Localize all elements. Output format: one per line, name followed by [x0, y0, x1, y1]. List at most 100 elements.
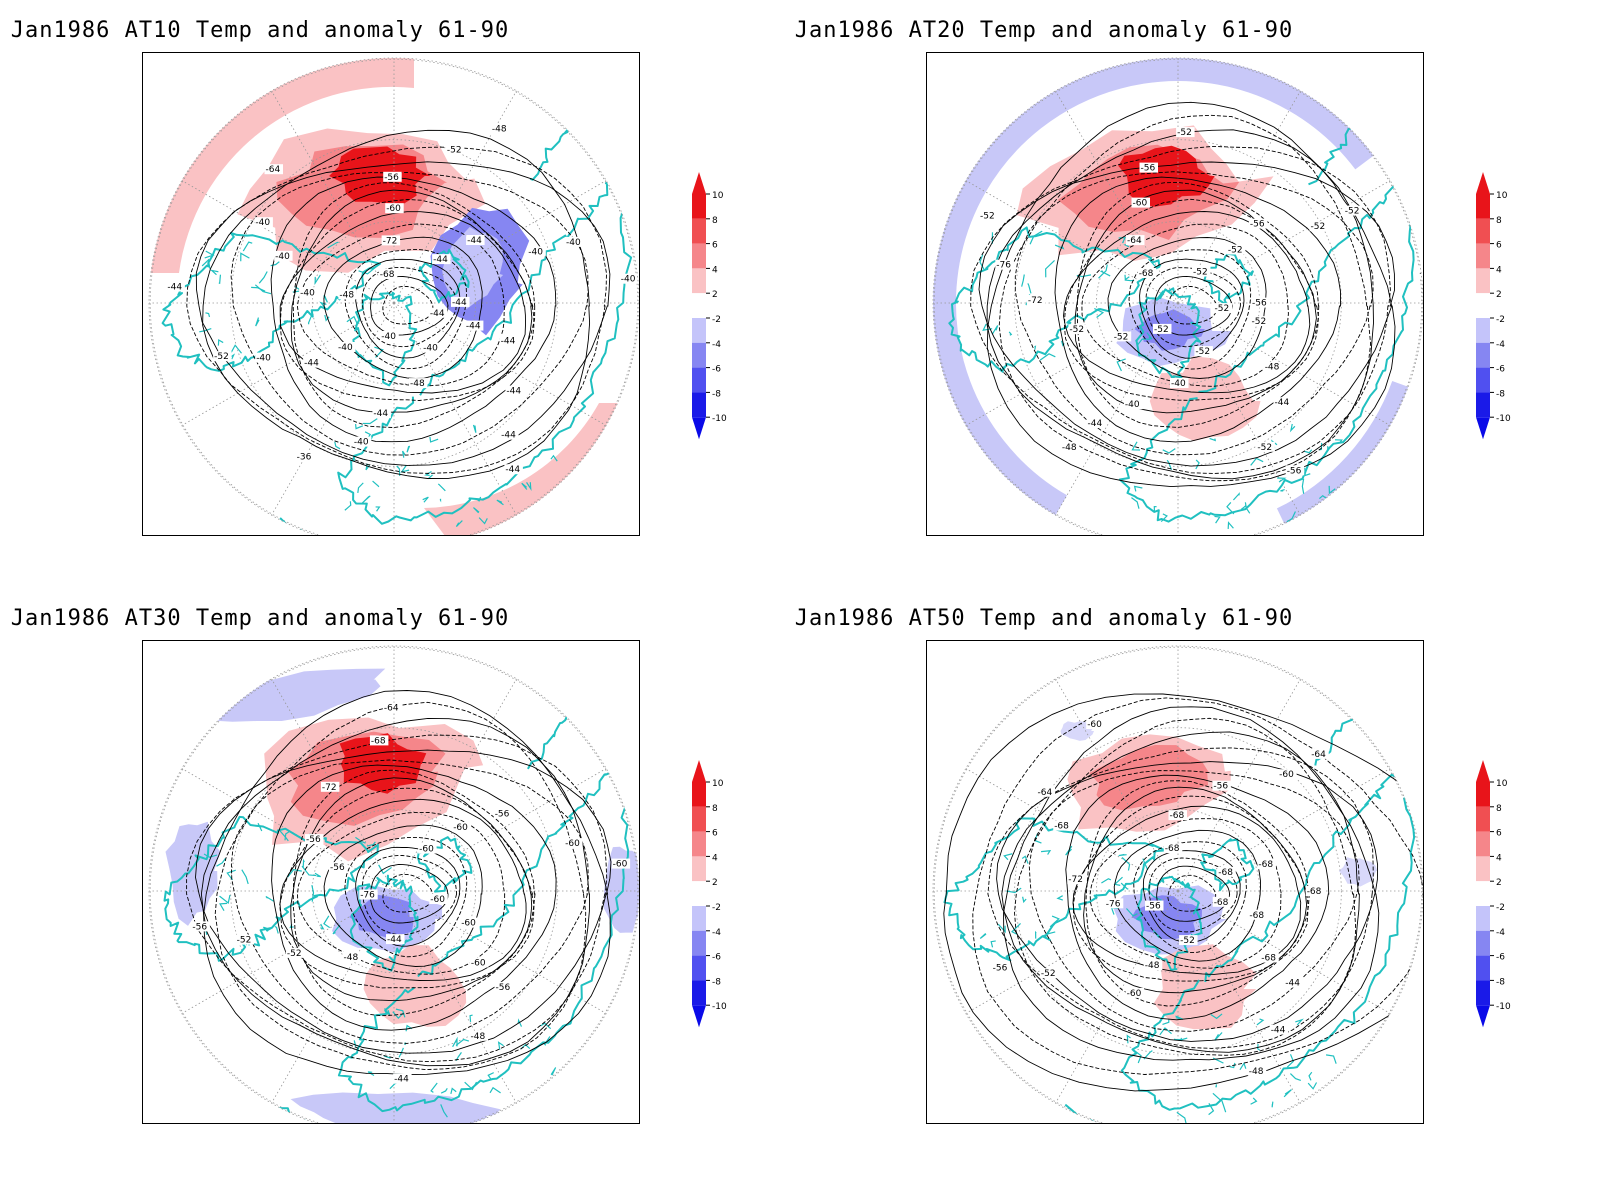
- temperature-contour: [1085, 780, 1310, 1007]
- contour-label: -56: [993, 964, 1008, 974]
- country-border: [323, 295, 328, 303]
- anomaly-region: [210, 668, 386, 722]
- country-border: [1227, 521, 1234, 529]
- country-border: [487, 1072, 494, 1080]
- temperature-contour: [230, 172, 589, 456]
- country-border: [1301, 478, 1305, 494]
- contour-label: -56: [495, 810, 510, 820]
- contour-label-bg: [1125, 987, 1145, 998]
- temperature-contour: [279, 798, 527, 981]
- colorbar-swatch: [1476, 367, 1490, 393]
- country-border: [1010, 923, 1021, 935]
- contour-label: -56: [384, 173, 399, 183]
- contour-label-bg: [422, 342, 441, 353]
- temperature-contour: [1083, 786, 1308, 994]
- contour-label-bg: [445, 144, 465, 155]
- country-border: [1133, 485, 1143, 492]
- contour-label: -44: [506, 387, 521, 397]
- country-border: [997, 923, 1006, 934]
- contour-label-bg: [1257, 859, 1276, 870]
- temperature-contour: [978, 161, 1395, 467]
- country-border: [521, 482, 528, 490]
- contour-label-bg: [1248, 218, 1268, 229]
- contour-label-bg: [303, 357, 322, 368]
- colorbar-swatch: [1476, 342, 1490, 368]
- contour-label-bg: [1123, 399, 1143, 410]
- contour-label: -52: [447, 146, 462, 156]
- country-border: [543, 1036, 551, 1046]
- temperature-contour: [292, 769, 536, 1017]
- colorbar-swatch: [1476, 906, 1490, 931]
- contour-label-bg: [295, 451, 315, 462]
- coastline-island: [416, 836, 473, 893]
- contour-label: -40: [275, 252, 290, 262]
- colorbar-label: -8: [1496, 389, 1505, 399]
- contour-label: -72: [322, 783, 337, 793]
- country-border: [362, 418, 378, 425]
- country-border: [324, 314, 330, 322]
- contour-label: -56: [496, 983, 511, 993]
- country-border: [464, 1081, 478, 1091]
- anomaly-region: [933, 58, 1423, 535]
- contour-label-bg: [1170, 378, 1189, 388]
- country-border: [526, 1117, 532, 1123]
- colorbar-swatch: [692, 930, 706, 956]
- contour-label: -44: [505, 465, 520, 475]
- country-border: [1304, 449, 1313, 454]
- panel-title: Jan1986 AT20 Temp and anomaly 61-90: [794, 18, 1294, 43]
- temperature-contour: [1156, 865, 1231, 922]
- colorbar-swatch: [1476, 831, 1490, 857]
- contour-label-bg: [1139, 162, 1158, 173]
- contour-label: -56: [1287, 466, 1302, 476]
- contour-label-bg: [338, 289, 357, 300]
- colorbar-label: 8: [1496, 804, 1502, 814]
- country-border: [284, 830, 291, 841]
- contour-label-bg: [285, 947, 305, 958]
- colorbar-swatch: [692, 268, 706, 294]
- country-border: [1041, 931, 1056, 937]
- country-border: [450, 1087, 457, 1095]
- temperature-contour: [279, 211, 526, 394]
- country-border: [1214, 515, 1221, 524]
- contour-label: -56: [192, 922, 207, 932]
- country-border: [1159, 1027, 1172, 1036]
- contour-label: -44: [394, 1075, 409, 1085]
- anomaly-region: [290, 1092, 501, 1123]
- map-boundary: [932, 645, 1423, 1123]
- country-border: [536, 1094, 544, 1098]
- panel-at10: Jan1986 AT10 Temp and anomaly 61-90 -44-…: [0, 0, 780, 590]
- contour-label-bg: [1212, 780, 1231, 791]
- colorbar-arrow-top: [1476, 760, 1490, 782]
- contour-label: -40: [256, 354, 271, 364]
- contour-label-bg: [1213, 303, 1232, 314]
- contour-label-bg: [429, 894, 448, 904]
- colorbar-swatch: [1476, 980, 1490, 1006]
- country-border: [314, 274, 321, 286]
- contour-label-bg: [979, 210, 998, 221]
- country-border: [201, 258, 211, 269]
- temperature-contour: [1133, 841, 1247, 954]
- country-border: [396, 465, 401, 476]
- country-border: [289, 924, 294, 929]
- country-border: [1328, 485, 1336, 495]
- country-border: [311, 885, 315, 902]
- country-border: [406, 445, 411, 453]
- temperature-contour: [1113, 829, 1261, 962]
- contour-label-bg: [1250, 316, 1269, 327]
- contour-label: -44: [433, 255, 448, 265]
- country-border: [1118, 236, 1127, 244]
- contour-label: -56: [1250, 220, 1265, 230]
- colorbar-arrow-bottom: [1476, 1005, 1490, 1028]
- country-border: [1125, 908, 1138, 917]
- meridian: [1177, 302, 1301, 516]
- temperature-contour: [290, 777, 533, 1002]
- country-border: [257, 822, 263, 832]
- country-border: [262, 926, 269, 932]
- country-border: [199, 327, 212, 333]
- contour-label-bg: [527, 246, 546, 257]
- colorbar-label: 6: [712, 829, 718, 839]
- contour-label-bg: [1278, 769, 1297, 780]
- country-border: [1229, 1062, 1236, 1069]
- contour-label: -64: [1311, 750, 1326, 760]
- colorbar-swatch: [692, 367, 706, 393]
